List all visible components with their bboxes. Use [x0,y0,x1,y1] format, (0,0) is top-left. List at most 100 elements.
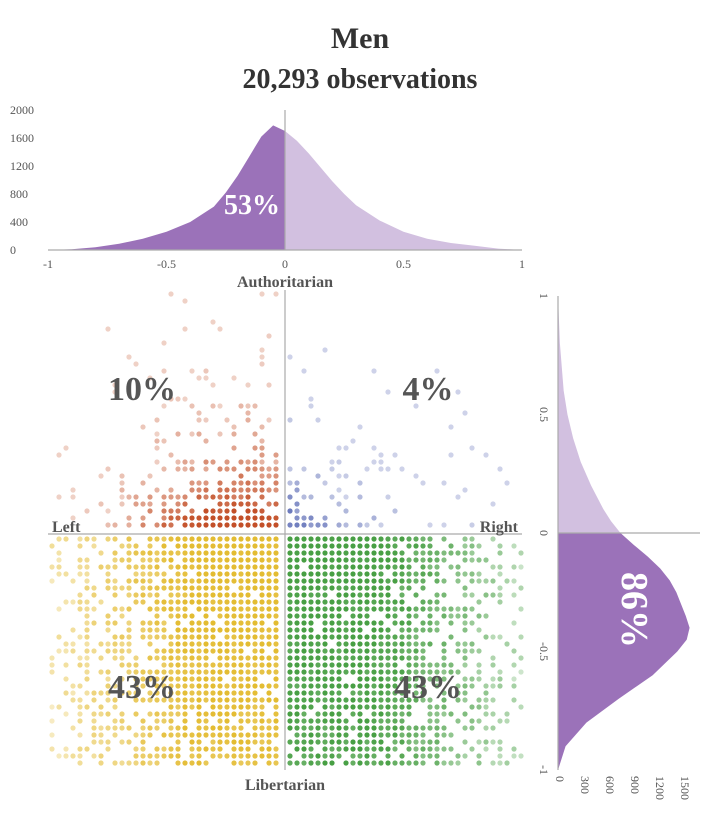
scatter-point [273,704,279,710]
scatter-point [231,641,237,647]
scatter-point [287,613,293,619]
scatter-point [392,711,398,717]
scatter-point [238,732,244,738]
scatter-point [455,690,461,696]
scatter-point [210,557,216,563]
scatter-point [308,627,314,633]
scatter-point [161,515,167,521]
scatter-point [252,536,258,542]
scatter-point [252,760,258,766]
scatter-point [343,718,349,724]
scatter-point [231,522,237,528]
scatter-point [336,718,342,724]
scatter-point [147,627,153,633]
scatter-point [196,683,202,689]
scatter-point [84,648,90,654]
scatter-point [427,606,433,612]
scatter-point [462,753,468,759]
scatter-point [245,480,251,486]
scatter-point [350,697,356,703]
scatter-point [273,515,279,521]
scatter-point [385,683,391,689]
scatter-point [357,711,363,717]
scatter-point [371,606,377,612]
scatter-point [448,746,454,752]
scatter-point [238,557,244,563]
scatter-point [91,718,97,724]
scatter-point [203,564,209,570]
scatter-point [364,725,370,731]
scatter-point [371,739,377,745]
scatter-point [308,550,314,556]
scatter-point [385,753,391,759]
scatter-point [259,438,265,444]
scatter-point [168,711,174,717]
scatter-point [231,431,237,437]
scatter-point [308,641,314,647]
scatter-point [147,508,153,514]
scatter-point [140,424,146,430]
scatter-point [315,641,321,647]
scatter-point [175,396,181,402]
scatter-point [189,697,195,703]
scatter-point [70,515,76,521]
scatter-point [455,550,461,556]
scatter-point [259,739,265,745]
scatter-point [119,641,125,647]
scatter-point [217,655,223,661]
scatter-point [182,466,188,472]
scatter-point [154,606,160,612]
scatter-point [476,662,482,668]
scatter-point [112,382,118,388]
scatter-point [294,760,300,766]
scatter-point [490,592,496,598]
scatter-point [336,669,342,675]
scatter-point [217,403,223,409]
scatter-point [119,739,125,745]
scatter-point [329,634,335,640]
scatter-point [112,592,118,598]
scatter-point [224,571,230,577]
scatter-point [385,543,391,549]
scatter-point [182,557,188,563]
scatter-point [182,592,188,598]
scatter-point [112,732,118,738]
scatter-point [140,585,146,591]
scatter-point [217,690,223,696]
scatter-point [336,711,342,717]
scatter-point [238,536,244,542]
scatter-point [308,522,314,528]
scatter-point [385,466,391,472]
scatter-point [336,690,342,696]
scatter-point [154,438,160,444]
scatter-point [476,613,482,619]
scatter-point [252,599,258,605]
scatter-point [294,704,300,710]
scatter-point [224,543,230,549]
scatter-point [154,620,160,626]
scatter-point [406,606,412,612]
scatter-point [126,648,132,654]
scatter-point [154,760,160,766]
scatter-point [231,536,237,542]
scatter-point [175,711,181,717]
scatter-point [315,599,321,605]
scatter-point [406,634,412,640]
scatter-point [357,480,363,486]
scatter-point [301,760,307,766]
scatter-point [245,718,251,724]
scatter-point [308,557,314,563]
scatter-point [294,655,300,661]
scatter-point [245,578,251,584]
scatter-point [112,557,118,563]
scatter-point [329,578,335,584]
scatter-point [343,655,349,661]
scatter-point [238,515,244,521]
scatter-point [203,613,209,619]
scatter-point [476,739,482,745]
scatter-point [126,634,132,640]
scatter-point [196,494,202,500]
scatter-point [245,753,251,759]
scatter-point [308,585,314,591]
scatter-point [105,585,111,591]
